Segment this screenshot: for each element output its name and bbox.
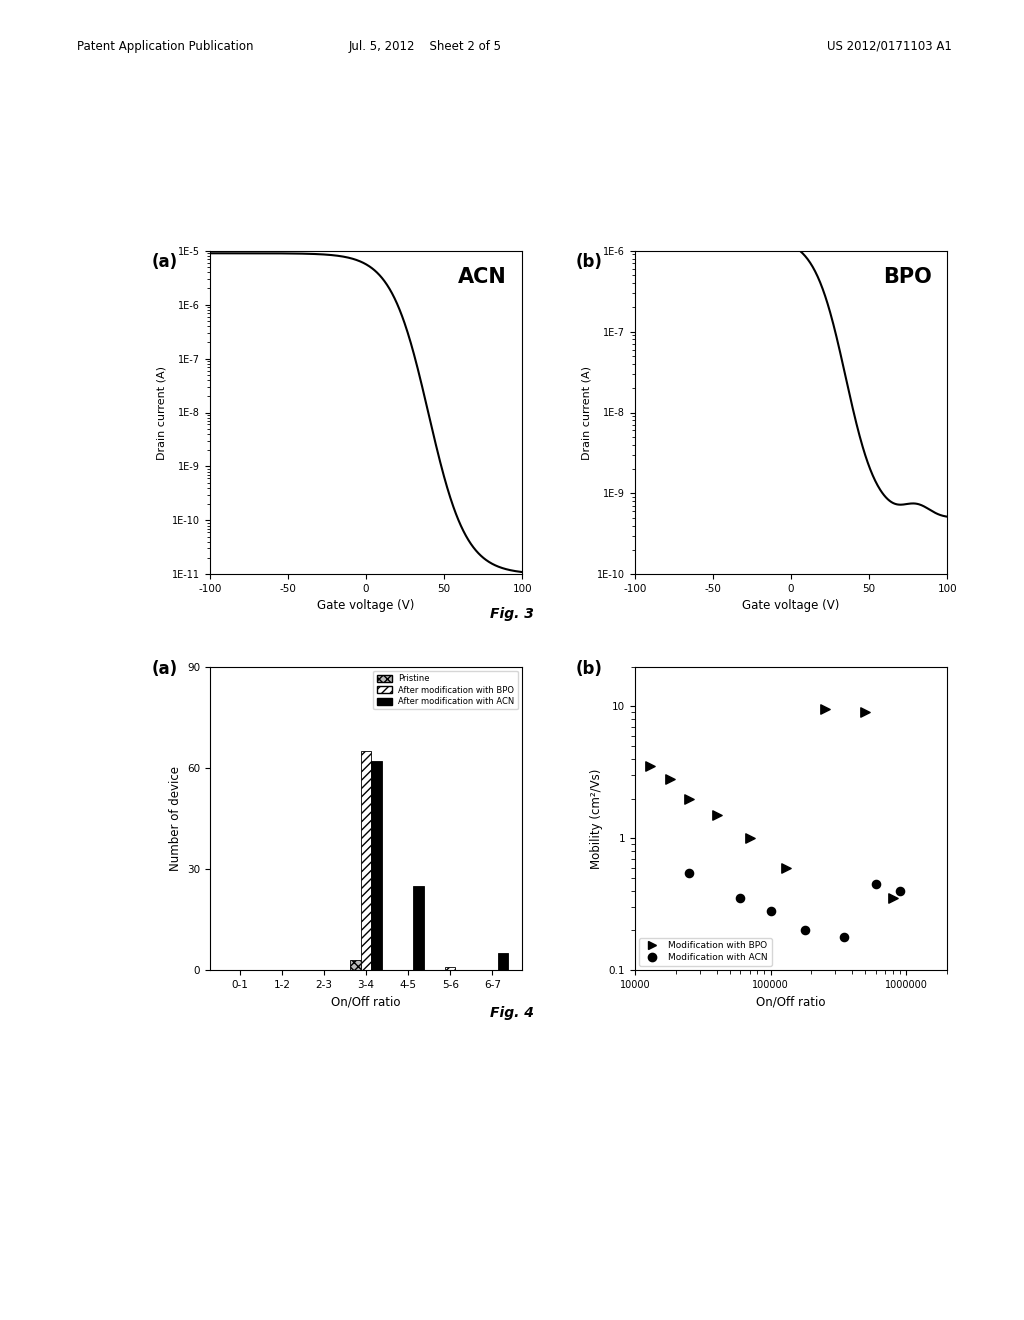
Text: Jul. 5, 2012    Sheet 2 of 5: Jul. 5, 2012 Sheet 2 of 5 — [348, 40, 502, 53]
Text: Patent Application Publication: Patent Application Publication — [77, 40, 253, 53]
Bar — [445, 966, 456, 970]
Modification with BPO — [642, 756, 658, 777]
Modification with ACN — [892, 880, 908, 902]
X-axis label: Gate voltage (V): Gate voltage (V) — [742, 599, 840, 612]
Text: (a): (a) — [152, 253, 178, 272]
Y-axis label: Drain current (A): Drain current (A) — [157, 366, 167, 459]
Y-axis label: Drain current (A): Drain current (A) — [582, 366, 592, 459]
Text: ACN: ACN — [458, 267, 507, 286]
Modification with BPO — [662, 768, 678, 789]
Bar — [414, 886, 424, 970]
Modification with BPO — [816, 698, 833, 719]
Modification with BPO — [885, 888, 901, 909]
Text: (a): (a) — [152, 660, 178, 678]
Y-axis label: Mobility (cm²/Vs): Mobility (cm²/Vs) — [590, 768, 603, 869]
Legend: Pristine, After modification with BPO, After modification with ACN: Pristine, After modification with BPO, A… — [374, 671, 518, 709]
Text: US 2012/0171103 A1: US 2012/0171103 A1 — [827, 40, 952, 53]
Bar — [498, 953, 508, 970]
Text: BPO: BPO — [883, 267, 932, 286]
Modification with BPO — [681, 788, 697, 809]
X-axis label: On/Off ratio: On/Off ratio — [757, 995, 825, 1008]
Modification with BPO — [741, 828, 758, 849]
Modification with BPO — [709, 804, 725, 825]
Y-axis label: Number of device: Number of device — [169, 766, 181, 871]
X-axis label: On/Off ratio: On/Off ratio — [332, 995, 400, 1008]
Text: Fig. 4: Fig. 4 — [490, 1006, 534, 1020]
Bar — [350, 960, 360, 970]
Bar — [372, 762, 382, 970]
Bar — [360, 751, 372, 970]
Modification with ACN — [797, 920, 813, 941]
Modification with BPO — [778, 857, 795, 878]
Modification with ACN — [763, 900, 779, 921]
Text: (b): (b) — [575, 253, 602, 272]
Modification with ACN — [681, 862, 697, 883]
X-axis label: Gate voltage (V): Gate voltage (V) — [317, 599, 415, 612]
Modification with ACN — [837, 925, 853, 946]
Modification with ACN — [732, 888, 749, 909]
Modification with ACN — [868, 874, 885, 895]
Text: (b): (b) — [575, 660, 602, 678]
Legend: Modification with BPO, Modification with ACN: Modification with BPO, Modification with… — [639, 937, 771, 966]
Modification with BPO — [857, 702, 873, 723]
Text: Fig. 3: Fig. 3 — [490, 607, 534, 622]
